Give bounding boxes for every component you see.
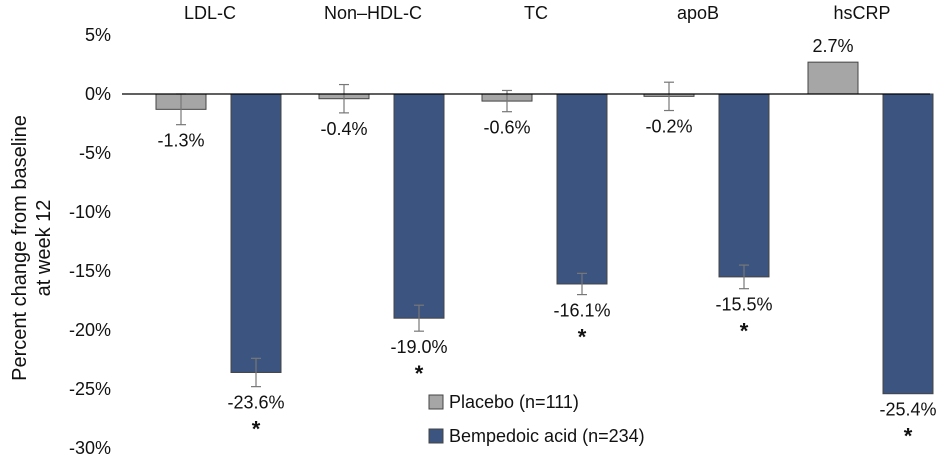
y-tick-label: -5%: [79, 143, 111, 163]
bempedoic-acid-bar: [882, 93, 934, 395]
y-axis-title: Percent change from baseline at week 12: [9, 115, 55, 381]
significance-asterisk: *: [415, 361, 424, 386]
y-axis-title-text: Percent change from baseline at week 12: [9, 115, 55, 381]
y-tick-label: 5%: [85, 25, 111, 45]
y-tick-label: 0%: [85, 84, 111, 104]
significance-asterisk: *: [740, 319, 749, 344]
bars: [155, 61, 934, 395]
data-label: -16.1%: [553, 301, 610, 321]
bempedoic-acid-bar: [393, 93, 445, 319]
data-label: -0.2%: [645, 117, 692, 137]
category-label: TC: [524, 3, 548, 23]
data-label: -25.4%: [879, 400, 936, 420]
data-label: -0.6%: [483, 118, 530, 138]
y-axis-ticks: 5% 0% -5% -10% -15% -20% -25% -30%: [69, 25, 111, 456]
significance-asterisk: *: [578, 325, 587, 350]
error-bars: [176, 81, 749, 388]
data-labels: -1.3% -0.4% -0.6% -0.2% 2.7% -23.6% * -19.0% * -1…: [157, 36, 936, 449]
legend-label: Bempedoic acid (n=234): [449, 426, 645, 446]
category-label: apoB: [677, 3, 719, 23]
data-label: -1.3%: [157, 131, 204, 151]
placebo-bar: [807, 61, 859, 95]
category-label: hsCRP: [833, 3, 890, 23]
data-label: -15.5%: [715, 295, 772, 315]
y-tick-label: -25%: [69, 379, 111, 399]
y-tick-label: -30%: [69, 438, 111, 456]
bempedoic-acid-bar: [556, 93, 608, 285]
legend-label: Placebo (n=111): [449, 392, 579, 412]
legend-swatch: [428, 394, 444, 410]
legend-swatch: [428, 428, 444, 444]
data-label: -0.4%: [320, 119, 367, 139]
y-tick-label: -15%: [69, 261, 111, 281]
data-label: -19.0%: [390, 337, 447, 357]
y-tick-label: -20%: [69, 320, 111, 340]
legend: Placebo (n=111) Bempedoic acid (n=234): [428, 392, 645, 446]
category-label: Non–HDL-C: [324, 3, 422, 23]
significance-asterisk: *: [252, 417, 261, 442]
y-axis-title-line: at week 12: [33, 200, 55, 297]
bempedoic-acid-bar: [230, 93, 282, 373]
y-axis-title-line: Percent change from baseline: [9, 115, 31, 381]
category-label: LDL-C: [184, 3, 236, 23]
data-label: 2.7%: [812, 36, 853, 56]
data-label: -23.6%: [227, 393, 284, 413]
category-labels: LDL-C Non–HDL-C TC apoB hsCRP: [184, 3, 891, 23]
y-tick-label: -10%: [69, 202, 111, 222]
significance-asterisk: *: [904, 424, 913, 449]
bempedoic-acid-bar: [718, 93, 770, 278]
